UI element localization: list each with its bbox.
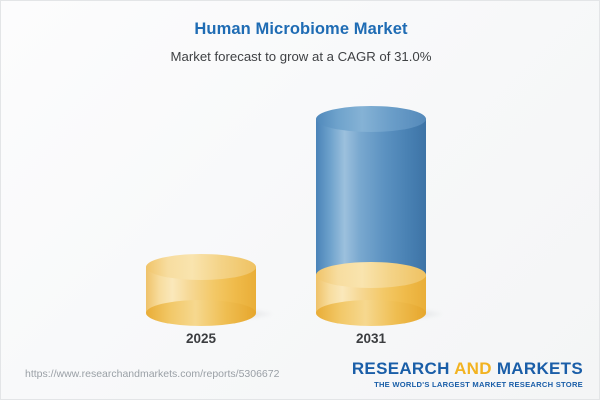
brand-logo[interactable]: RESEARCH AND MARKETS THE WORLD'S LARGEST… xyxy=(352,359,583,390)
page-title: Human Microbiome Market xyxy=(194,20,408,38)
source-url[interactable]: https://www.researchandmarkets.com/repor… xyxy=(25,368,280,380)
chart-footer: https://www.researchandmarkets.com/repor… xyxy=(1,351,600,399)
chart-subtitle: Market forecast to grow at a CAGR of 31.… xyxy=(170,49,432,64)
bar-segment-upper-2031 xyxy=(316,119,426,275)
bar-cap-top-2025 xyxy=(146,254,256,280)
chart-header: Human Microbiome Market Market forecast … xyxy=(1,19,600,65)
bar-cap-bottom-2031 xyxy=(316,300,426,326)
logo-word-and: AND xyxy=(454,359,492,378)
chart-plot-area: 1.4 Billion 2025 7.09 Billion 2031 xyxy=(1,79,600,351)
logo-wordmark: RESEARCH AND MARKETS xyxy=(352,359,583,379)
bar-2025[interactable] xyxy=(146,254,256,326)
logo-word-markets: MARKETS xyxy=(496,359,583,378)
category-label-2025: 2025 xyxy=(185,331,217,346)
logo-tagline: THE WORLD'S LARGEST MARKET RESEARCH STOR… xyxy=(374,380,583,389)
bar-cap-junction-2031 xyxy=(316,262,426,288)
bar-cap-bottom-2025 xyxy=(146,300,256,326)
bar-2031[interactable] xyxy=(316,106,426,326)
category-label-2031: 2031 xyxy=(355,331,387,346)
bar-cap-top-2031 xyxy=(316,106,426,132)
logo-word-research: RESEARCH xyxy=(351,359,450,378)
